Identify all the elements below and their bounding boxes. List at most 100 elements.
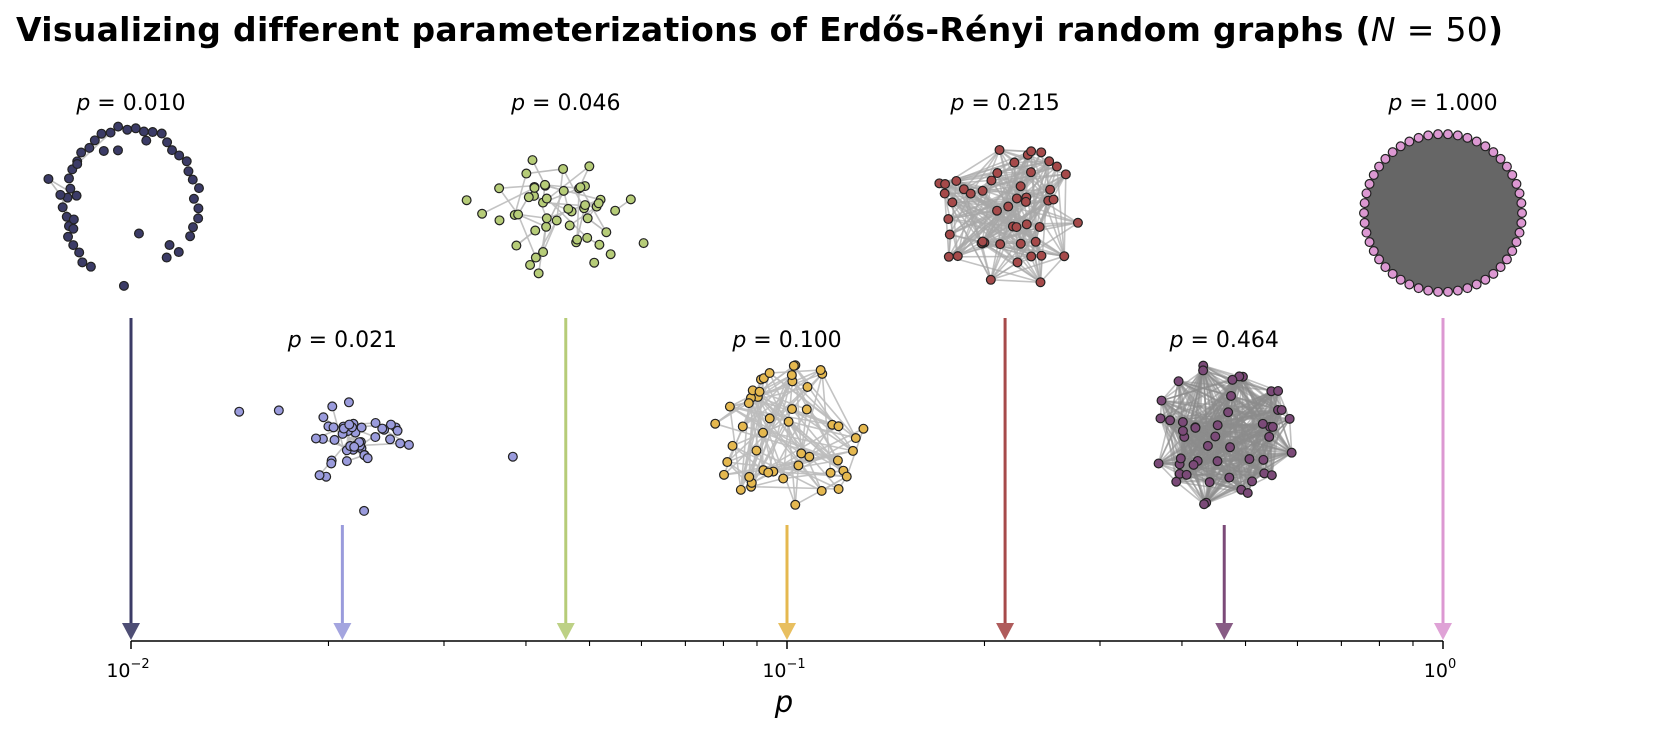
arrow-head xyxy=(556,623,575,640)
graph-node xyxy=(181,156,192,167)
graph-node xyxy=(1395,141,1406,152)
graph-edge xyxy=(546,197,588,239)
graph-node xyxy=(1480,274,1491,285)
graph-node xyxy=(582,232,593,243)
graph-node xyxy=(939,188,950,199)
graph-node xyxy=(1156,395,1167,406)
graph-node xyxy=(1155,413,1166,424)
graph-edge xyxy=(526,168,564,175)
graph-node xyxy=(1267,421,1278,432)
graph-edge xyxy=(1159,417,1195,466)
edges-layer xyxy=(47,125,1523,506)
graph-edge xyxy=(1178,380,1232,397)
graph-node xyxy=(349,441,360,452)
graph-node xyxy=(1423,285,1434,296)
graph-edge xyxy=(1195,411,1229,429)
graph-node xyxy=(710,418,721,429)
graph-edge xyxy=(1175,481,1205,505)
graph-node xyxy=(1015,238,1026,249)
graph-node xyxy=(538,247,549,258)
graph-node xyxy=(43,173,54,184)
graph-node xyxy=(359,505,370,516)
graph-edge xyxy=(944,183,1009,208)
graph-node xyxy=(98,145,109,156)
graph-node xyxy=(1266,470,1277,481)
graph-node xyxy=(1244,454,1255,465)
nodes-layer xyxy=(43,121,1527,516)
graph-node xyxy=(1359,198,1370,209)
graph-node xyxy=(494,215,505,226)
graph-node xyxy=(162,137,173,148)
graph-node xyxy=(1009,157,1020,168)
graph-node xyxy=(494,183,505,194)
graph-edge xyxy=(1169,419,1195,466)
graph-node xyxy=(778,473,789,484)
graph-node xyxy=(1507,246,1518,257)
graph-node xyxy=(1495,262,1506,273)
graph-node xyxy=(1404,136,1415,147)
graph-node xyxy=(1368,246,1379,257)
graph-node xyxy=(952,251,963,262)
graph-node xyxy=(1026,146,1037,157)
graph-node xyxy=(1368,169,1379,180)
graph-node xyxy=(141,135,152,146)
graph-node xyxy=(754,386,765,397)
graph-node xyxy=(193,213,204,224)
graph-node xyxy=(764,368,775,379)
graph-edge xyxy=(981,242,1032,258)
graph-label: p = 0.464 xyxy=(1169,328,1279,353)
arrow-head xyxy=(122,623,140,640)
graph-node xyxy=(57,202,68,213)
graph-node xyxy=(1224,472,1235,483)
graph-node xyxy=(161,252,172,263)
graph-node xyxy=(156,128,167,139)
graph-node xyxy=(1247,476,1258,487)
graph-node xyxy=(610,205,621,216)
graph-node xyxy=(68,240,79,251)
graph-node xyxy=(1359,217,1370,228)
graph-node xyxy=(533,268,544,279)
graph-node xyxy=(1433,129,1444,140)
graph-node xyxy=(118,280,129,291)
graph-edge xyxy=(1016,160,1050,199)
graph-node xyxy=(68,223,79,234)
graph-edge xyxy=(1169,420,1178,482)
graph-node xyxy=(986,175,997,186)
ticks-layer: 10−2 10−1 100 xyxy=(106,641,1456,682)
graph-node xyxy=(76,147,87,158)
graph-node xyxy=(1177,417,1188,428)
graph-node xyxy=(850,433,861,444)
graph-edge xyxy=(748,402,784,479)
graph-node xyxy=(589,257,600,268)
graph-node xyxy=(344,419,355,430)
graph-node xyxy=(1072,217,1083,228)
graph-node xyxy=(1011,222,1022,233)
graph-node xyxy=(147,127,158,138)
graph-node xyxy=(575,182,586,193)
graph-node xyxy=(74,247,85,258)
graph-node xyxy=(594,239,605,250)
graph-node xyxy=(105,127,116,138)
graph-node xyxy=(183,166,194,177)
graph-node xyxy=(1413,132,1424,143)
graph-node xyxy=(802,381,813,392)
graph-node xyxy=(356,422,367,433)
graph-label: p = 0.046 xyxy=(510,91,620,116)
graph-edge xyxy=(808,424,833,458)
graph-node xyxy=(790,499,801,510)
graph-node xyxy=(525,259,536,270)
graph-node xyxy=(96,128,107,139)
graph-edge xyxy=(944,192,1009,208)
graph-node xyxy=(1012,257,1023,268)
graph-node xyxy=(947,197,958,208)
graph-node xyxy=(1514,188,1525,199)
graph-node xyxy=(63,173,74,184)
graph-edge xyxy=(990,278,1041,284)
graph-node xyxy=(314,470,325,481)
graph-node xyxy=(68,214,79,225)
graph-edge xyxy=(740,403,750,490)
graph-edge xyxy=(1251,418,1291,482)
graph-node xyxy=(1387,268,1398,279)
graph-edge xyxy=(772,409,808,472)
graph-node xyxy=(329,434,340,445)
